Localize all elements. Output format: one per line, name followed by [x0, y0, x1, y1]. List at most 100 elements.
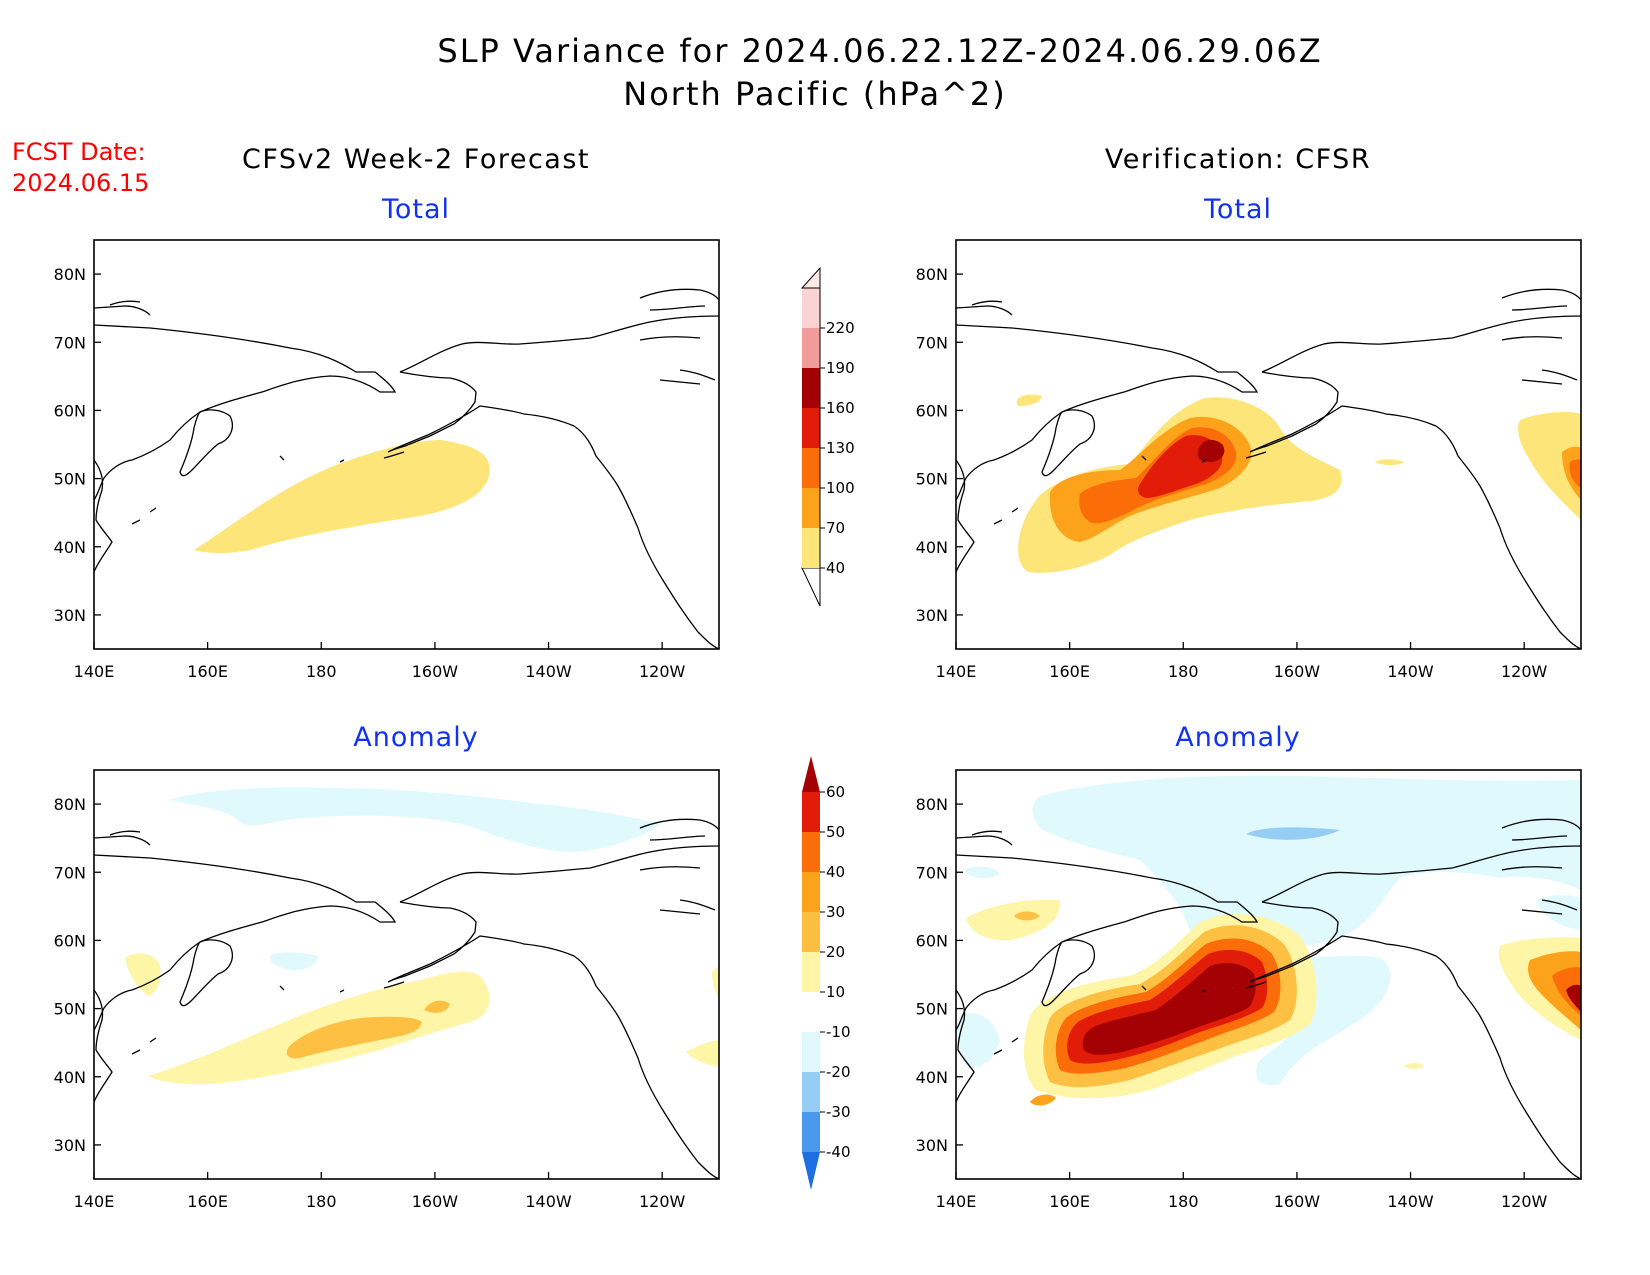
x-tick-label: 160W: [1274, 1192, 1321, 1211]
colorbar-label: 70: [826, 519, 845, 537]
field-forecast-total: [194, 440, 490, 554]
x-tick-label: 180: [1168, 662, 1199, 681]
colorbar-label: 10: [826, 983, 845, 1001]
map-frame: [955, 769, 1582, 1180]
x-tick-label: 140W: [1387, 1192, 1434, 1211]
y-tick-label: 60N: [54, 401, 86, 420]
y-tick-label: 30N: [54, 606, 86, 625]
map-frame: [93, 239, 720, 650]
colorbar-box: [802, 408, 820, 448]
colorbar-upper-extension: [802, 756, 820, 792]
subtitle: North Pacific (hPa^2): [623, 75, 1006, 113]
colorbar-label: 130: [826, 439, 855, 457]
y-tick-label: 70N: [54, 863, 86, 882]
y-tick-label: 70N: [916, 333, 948, 352]
x-tick-label: 160W: [412, 1192, 459, 1211]
colorbar-box: [802, 448, 820, 488]
panel-title-forecast-total: Total: [381, 194, 450, 225]
colorbar-box: [802, 1072, 820, 1112]
colorbar-label: 50: [826, 823, 845, 841]
colorbar-box: [802, 872, 820, 912]
x-tick-label: 120W: [1501, 1192, 1548, 1211]
panel-title-verification-total: Total: [1203, 194, 1272, 225]
x-tick-label: 160E: [1049, 662, 1090, 681]
y-tick-label: 40N: [54, 538, 86, 557]
y-tick-label: 60N: [916, 931, 948, 950]
fcst-date: 2024.06.15: [12, 169, 149, 197]
map-frame: [93, 769, 720, 1180]
colorbar-label: -20: [826, 1063, 851, 1081]
panel-verification-anomaly: [955, 769, 1582, 1180]
y-tick-label: 60N: [916, 401, 948, 420]
colorbar-upper-extension: [800, 266, 821, 289]
colorbar-lower-extension: [801, 567, 821, 607]
colorbar-box: [802, 912, 820, 952]
y-tick-label: 30N: [916, 1136, 948, 1155]
colorbar-total: 40 70 100 130 160 190 220: [800, 266, 855, 607]
field-verification-total: [1016, 394, 1581, 573]
x-tick-label: 140W: [525, 662, 572, 681]
y-tick-label: 50N: [916, 1000, 948, 1019]
x-tick-label: 180: [306, 662, 337, 681]
colorbar-label: 20: [826, 943, 845, 961]
colorbar-label: 190: [826, 359, 855, 377]
colorbar-box: [802, 528, 820, 568]
y-tick-label: 40N: [916, 538, 948, 557]
colorbar-label: 60: [826, 783, 845, 801]
column-title-forecast: CFSv2 Week-2 Forecast: [242, 144, 590, 175]
panel-title-forecast-anomaly: Anomaly: [353, 722, 478, 753]
y-tick-label: 30N: [54, 1136, 86, 1155]
y-tick-label: 30N: [916, 606, 948, 625]
x-tick-label: 180: [1168, 1192, 1199, 1211]
x-tick-label: 160W: [1274, 662, 1321, 681]
x-tick-label: 160E: [187, 1192, 228, 1211]
panel-verification-total: [955, 239, 1582, 650]
y-tick-label: 50N: [916, 470, 948, 489]
colorbar-label: -10: [826, 1023, 851, 1041]
x-tick-label: 120W: [639, 1192, 686, 1211]
x-tick-label: 160W: [412, 662, 459, 681]
y-tick-label: 80N: [54, 795, 86, 814]
panel-title-verification-anomaly: Anomaly: [1175, 722, 1300, 753]
colorbar-label: -40: [826, 1143, 851, 1161]
colorbar-label: 100: [826, 479, 855, 497]
x-tick-label: 140E: [936, 662, 977, 681]
main-title: SLP Variance for 2024.06.22.12Z-2024.06.…: [437, 32, 1322, 70]
x-tick-label: 120W: [639, 662, 686, 681]
map-frame: [955, 239, 1582, 650]
fcst-label: FCST Date:: [12, 138, 146, 166]
colorbar-box: [802, 368, 820, 408]
colorbar-anomaly: 60 50 40 30 20 10 -10 -20 -30 -40: [802, 756, 851, 1190]
colorbar-label: 160: [826, 399, 855, 417]
axes-layer: 140E 160E 180 160W 140W 120W 80N 70N 60N 50N 40N 30…: [54, 265, 1548, 1211]
x-tick-label: 140W: [1387, 662, 1434, 681]
colorbar-box: [802, 952, 820, 992]
x-tick-label: 140E: [936, 1192, 977, 1211]
axes-verification-anomaly: 140E 160E 180 160W 140W 120W 80N 70N 60N 50N 40N 30…: [916, 795, 1548, 1211]
colorbar-box: [802, 1112, 820, 1152]
colorbar-box: [802, 832, 820, 872]
y-tick-label: 40N: [54, 1068, 86, 1087]
y-tick-label: 80N: [916, 265, 948, 284]
panel-forecast-anomaly: [93, 769, 720, 1180]
colorbar-label: 30: [826, 903, 845, 921]
y-tick-label: 40N: [916, 1068, 948, 1087]
colorbar-label: 40: [826, 863, 845, 881]
colorbar-label: 40: [826, 559, 845, 577]
y-tick-label: 80N: [916, 795, 948, 814]
x-tick-label: 180: [306, 1192, 337, 1211]
colorbar-box: [802, 488, 820, 528]
colorbar-box: [802, 992, 820, 1032]
axes-verification-total: 140E 160E 180 160W 140W 120W 80N 70N 60N 50N 40N 30…: [916, 265, 1548, 681]
y-tick-label: 60N: [54, 931, 86, 950]
colorbar-box: [802, 792, 820, 832]
x-tick-label: 140E: [74, 662, 115, 681]
axes-forecast-anomaly: 140E 160E 180 160W 140W 120W 80N 70N 60N 50N 40N 30…: [54, 795, 686, 1211]
colorbar-label: -30: [826, 1103, 851, 1121]
y-tick-label: 70N: [916, 863, 948, 882]
axes-forecast-total: 140E 160E 180 160W 140W 120W 80N 70N 60N 50N 40N 30…: [54, 265, 686, 681]
colorbar-lower-extension: [802, 1152, 820, 1190]
field-verification-anomaly: [958, 775, 1581, 1106]
field-forecast-anomaly: [125, 787, 719, 1085]
